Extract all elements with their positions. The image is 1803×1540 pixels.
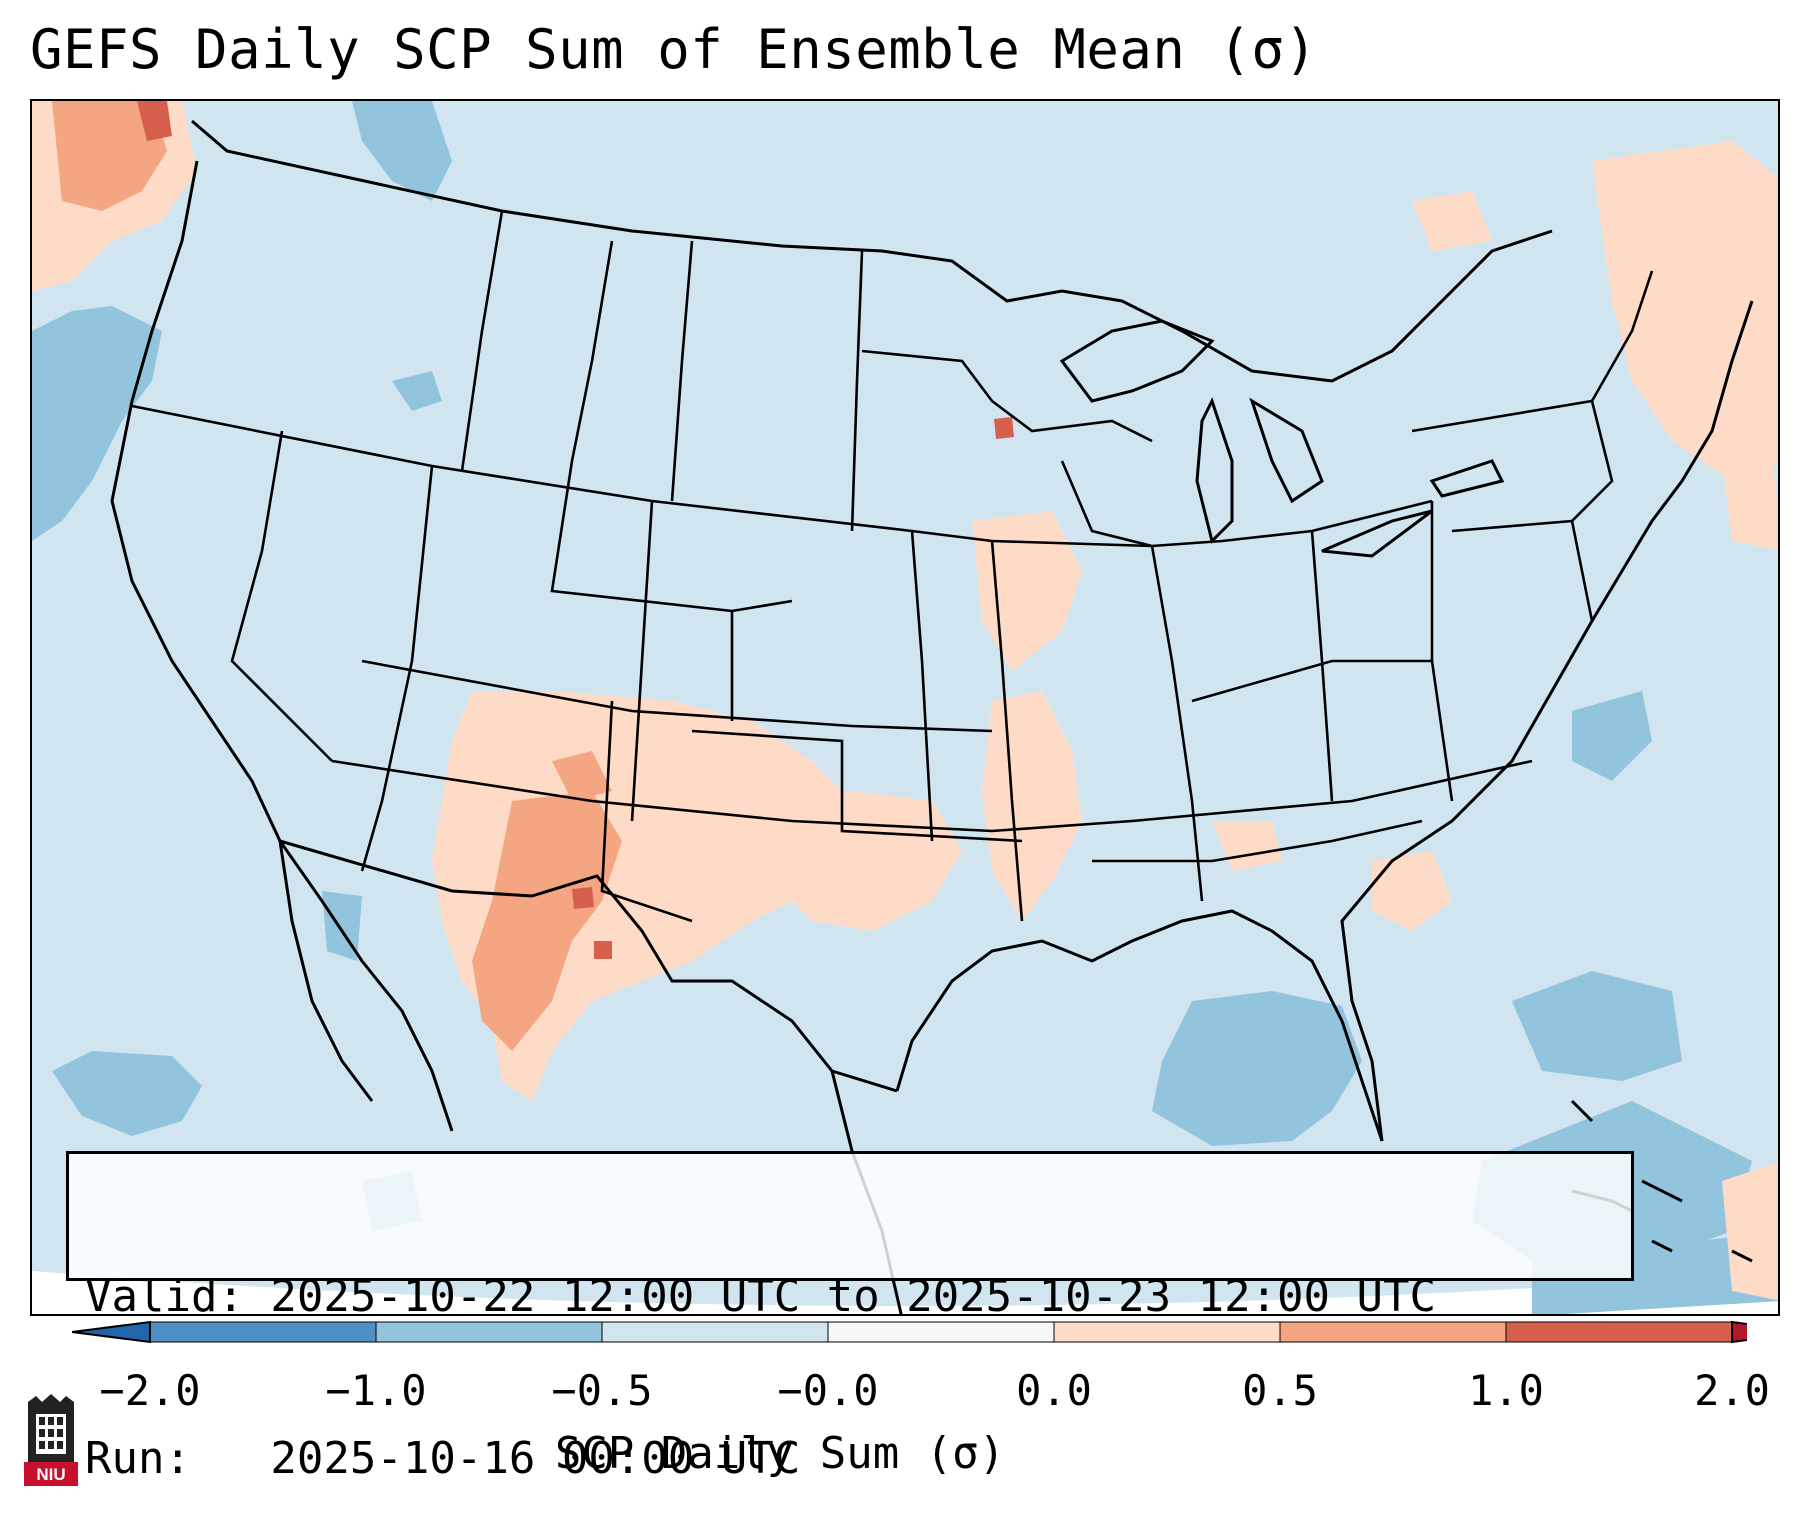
state-line bbox=[361, 659, 993, 733]
colorbar-tick-label: −0.0 bbox=[777, 1366, 879, 1415]
gulf-coast bbox=[895, 909, 1384, 1142]
anomaly-patch bbox=[1412, 191, 1492, 251]
colorbar-tick-label: −2.0 bbox=[99, 1366, 201, 1415]
anomaly-patch bbox=[994, 417, 1014, 439]
state-line bbox=[910, 530, 934, 842]
state-line bbox=[360, 465, 434, 872]
colorbar-tick-label: 0.5 bbox=[1242, 1366, 1318, 1415]
state-line bbox=[1092, 819, 1423, 863]
map-domain-background bbox=[32, 101, 1778, 1306]
colorbar-tick-label: −1.0 bbox=[325, 1366, 427, 1415]
colorbar-tick-label: 1.0 bbox=[1468, 1366, 1544, 1415]
colorbar-bin bbox=[1053, 1321, 1281, 1343]
anomaly-patch bbox=[1592, 141, 1778, 481]
island bbox=[1570, 1099, 1594, 1123]
map-title: GEFS Daily SCP Sum of Ensemble Mean (σ) bbox=[30, 18, 1318, 81]
colorbar bbox=[72, 1320, 1747, 1344]
atlantic-coast bbox=[1340, 300, 1754, 1142]
colorbar-bin bbox=[149, 1321, 377, 1343]
anomaly-patch bbox=[352, 101, 452, 201]
colorbar-bin bbox=[827, 1321, 1055, 1343]
run-time-text: Run: 2025-10-16 00:00 UTC bbox=[85, 1433, 801, 1484]
anomaly-patch bbox=[32, 306, 162, 541]
anomaly-patch bbox=[392, 371, 442, 411]
lake-michigan bbox=[1195, 397, 1234, 544]
state-line bbox=[691, 729, 1023, 843]
state-line bbox=[1150, 545, 1204, 902]
state-line bbox=[1060, 460, 1153, 548]
state-line bbox=[331, 759, 1533, 833]
colorbar-bin bbox=[1279, 1321, 1507, 1343]
state-line bbox=[670, 240, 694, 502]
colorbar-bins bbox=[149, 1321, 1733, 1343]
peak-anomaly-patches bbox=[137, 101, 1014, 959]
lake-superior bbox=[1059, 319, 1215, 403]
logo-text: NIU bbox=[36, 1465, 65, 1484]
island bbox=[1731, 1249, 1753, 1263]
anomaly-patch bbox=[1512, 971, 1682, 1081]
map-panel bbox=[30, 99, 1780, 1316]
anomaly-patch bbox=[594, 941, 612, 959]
colorbar-label: SCP Daily Sum (σ) bbox=[554, 1428, 1006, 1479]
map-canvas bbox=[32, 101, 1778, 1314]
us-mexico-border bbox=[279, 839, 898, 1093]
country-borders bbox=[110, 119, 1754, 1314]
lake-ontario bbox=[1429, 459, 1505, 498]
anomaly-patch bbox=[472, 791, 622, 1051]
state-line bbox=[1411, 399, 1614, 533]
state-line bbox=[1191, 659, 1432, 703]
colorbar-tick-label: 2.0 bbox=[1694, 1366, 1770, 1415]
state-line bbox=[1590, 270, 1654, 402]
great-lakes bbox=[1059, 319, 1505, 558]
anomaly-patch bbox=[1572, 691, 1652, 781]
colorbar-tick-label: 0.0 bbox=[1016, 1366, 1092, 1415]
baja-coast bbox=[278, 840, 454, 1132]
island bbox=[1651, 1239, 1673, 1253]
state-line bbox=[600, 700, 693, 923]
valid-time-box: Valid: 2025-10-22 12:00 UTC to 2025-10-2… bbox=[66, 1151, 1634, 1484]
anomaly-patch bbox=[52, 101, 167, 211]
colorbar-under-arrow bbox=[72, 1320, 151, 1344]
canada-us-border bbox=[191, 119, 1553, 383]
anomaly-patch bbox=[552, 751, 612, 801]
lake-erie bbox=[1321, 509, 1433, 558]
anomaly-patch bbox=[1372, 851, 1452, 931]
colorbar-bin bbox=[601, 1321, 829, 1343]
state-line bbox=[861, 349, 1153, 443]
state-line bbox=[1310, 530, 1334, 802]
state-line bbox=[990, 540, 1024, 922]
anomaly-patch bbox=[1722, 451, 1778, 551]
state-line bbox=[1570, 520, 1594, 622]
state-line bbox=[850, 250, 864, 532]
colorbar-bin bbox=[375, 1321, 603, 1343]
anomaly-patch bbox=[1152, 991, 1362, 1146]
anomaly-patch bbox=[52, 1051, 202, 1136]
anomaly-patch bbox=[572, 887, 594, 909]
state-boundaries bbox=[131, 210, 1654, 923]
colorbar-bin bbox=[1505, 1321, 1733, 1343]
pacific-coast bbox=[110, 160, 374, 1102]
lake-huron bbox=[1249, 397, 1324, 504]
valid-time-text: Valid: 2025-10-22 12:00 UTC to 2025-10-2… bbox=[85, 1271, 1437, 1322]
state-line bbox=[460, 210, 504, 472]
state-line bbox=[550, 240, 793, 613]
colorbar-tick-label: −0.5 bbox=[551, 1366, 653, 1415]
colorbar-over-arrow bbox=[1731, 1320, 1747, 1344]
state-line bbox=[630, 500, 654, 822]
strong-positive-anomaly-patches bbox=[52, 101, 622, 1051]
niu-tower-logo: NIU bbox=[24, 1394, 78, 1486]
island bbox=[1641, 1179, 1683, 1203]
state-line bbox=[230, 430, 333, 762]
anomaly-patch bbox=[1722, 1162, 1778, 1301]
anomaly-patch bbox=[1532, 1231, 1778, 1314]
anomaly-patch bbox=[137, 101, 172, 141]
